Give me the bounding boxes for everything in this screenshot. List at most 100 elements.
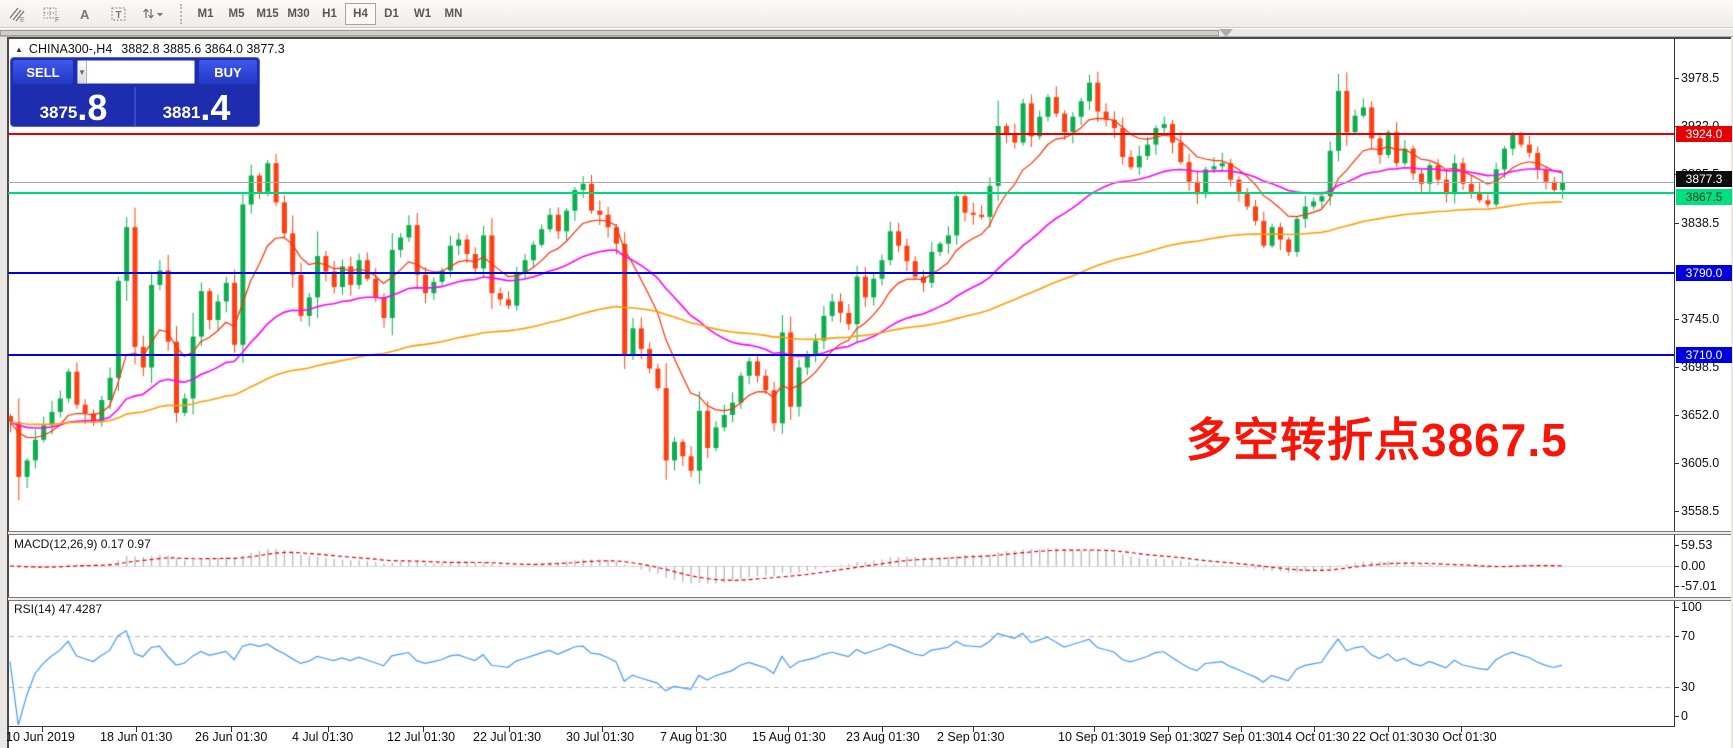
date-tick-label: 30 Jul 01:30 [566, 730, 635, 744]
date-tick-mark [231, 726, 232, 732]
sell-price-big: .8 [77, 87, 108, 129]
date-tick-label: 10 Sep 01:30 [1058, 730, 1133, 744]
date-tick-label: 30 Oct 01:30 [1425, 730, 1497, 744]
price-badge: 3710.0 [1676, 347, 1732, 364]
horizontal-level-line[interactable] [8, 181, 1674, 183]
horizontal-level-line[interactable] [8, 271, 1674, 274]
macd-name: MACD(12,26,9) [14, 537, 98, 551]
price-tick-mark [1674, 463, 1679, 465]
price-tick-mark [1674, 511, 1679, 513]
rsi-current-value: 47.4287 [58, 602, 103, 616]
price-tick-label: 3652.0 [1681, 407, 1720, 422]
date-tick-label: 19 Sep 01:30 [1132, 730, 1207, 744]
collapse-arrow-icon[interactable] [15, 42, 29, 56]
ohlc-values: 3882.8 3885.6 3864.0 3877.3 [121, 42, 285, 56]
rsi-tick-label: 100 [1681, 600, 1702, 614]
price-badge: 3867.5 [1676, 188, 1732, 205]
date-tick-mark [1168, 726, 1169, 732]
horizontal-level-line[interactable] [8, 133, 1674, 136]
chart-annotation-text: 多空转折点3867.5 [1186, 414, 1568, 466]
buy-button[interactable]: BUY [199, 60, 257, 84]
horizontal-level-line[interactable] [8, 191, 1674, 194]
price-tick-mark [1674, 367, 1679, 368]
symbol-period-label: CHINA300-,H4 [28, 42, 113, 56]
price-tick-label: 3978.5 [1681, 71, 1720, 86]
price-tick-mark [1674, 414, 1679, 416]
date-tick-label: 22 Jul 01:30 [473, 730, 542, 744]
rsi-tick-mark [1674, 716, 1679, 717]
rsi-tick-label: 30 [1681, 680, 1695, 694]
chart-title: CHINA300-,H4 3882.8 3885.6 3864.0 3877.3 [15, 42, 285, 56]
date-tick-mark [42, 726, 43, 732]
macd-tick-label: -57.01 [1681, 579, 1717, 594]
rsi-tick-label: 0 [1681, 709, 1688, 723]
trade-prices-row: 3875.8 3881.4 [13, 87, 257, 126]
price-badge: 3790.0 [1676, 264, 1732, 281]
sell-price[interactable]: 3875.8 [13, 87, 134, 126]
date-tick-mark [1094, 726, 1095, 732]
volume-decrease-icon[interactable] [78, 61, 87, 83]
date-tick-mark [1461, 726, 1462, 732]
date-tick-mark [328, 726, 329, 732]
price-tick-mark [1674, 319, 1679, 320]
date-tick-mark [882, 726, 883, 732]
price-divider [134, 87, 136, 126]
macd-label: MACD(12,26,9) 0.17 0.97 [14, 537, 151, 551]
macd-current-values: 0.17 0.97 [100, 537, 151, 551]
date-tick-mark [423, 726, 424, 732]
buy-price-big: .4 [200, 87, 231, 129]
date-tick-mark [1241, 726, 1242, 732]
date-tick-mark [696, 726, 697, 732]
date-tick-mark [1314, 726, 1315, 732]
date-tick-label: 27 Sep 01:30 [1205, 730, 1280, 744]
rsi-name: RSI(14) [14, 602, 56, 616]
price-badge: 3924.0 [1676, 126, 1732, 143]
date-tick-label: 18 Jun 01:30 [100, 730, 173, 744]
date-tick-label: 2 Sep 01:30 [937, 730, 1005, 744]
sell-button[interactable]: SELL [13, 60, 73, 84]
date-tick-mark [509, 726, 510, 732]
rsi-tick-mark [1674, 607, 1679, 608]
volume-input[interactable] [86, 61, 194, 83]
date-tick-mark [602, 726, 603, 732]
rsi-tick-mark [1674, 687, 1679, 688]
horizontal-level-line[interactable] [8, 354, 1674, 357]
date-tick-mark [788, 726, 789, 732]
date-tick-mark [1388, 726, 1389, 732]
volume-spinner [77, 60, 195, 84]
price-tick-label: 3605.0 [1681, 456, 1720, 471]
sell-price-small: 3875 [39, 103, 78, 122]
price-tick-mark [1674, 222, 1679, 224]
date-tick-label: 7 Aug 01:30 [660, 730, 727, 744]
date-tick-label: 14 Oct 01:30 [1278, 730, 1350, 744]
date-tick-label: 12 Jul 01:30 [387, 730, 456, 744]
price-tick-label: 3745.0 [1681, 312, 1720, 326]
macd-tick-mark [1674, 586, 1679, 588]
buy-price[interactable]: 3881.4 [136, 87, 257, 126]
trade-controls-row: SELL BUY [13, 60, 257, 85]
macd-tick-mark [1674, 566, 1679, 567]
rsi-tick-mark [1674, 636, 1679, 637]
macd-tick-label: 59.53 [1681, 538, 1713, 553]
macd-tick-mark [1674, 545, 1679, 547]
buy-price-small: 3881 [162, 103, 201, 122]
date-tick-label: 26 Jun 01:30 [195, 730, 268, 744]
macd-tick-label: 0.00 [1681, 559, 1706, 573]
price-tick-label: 3558.5 [1681, 504, 1720, 519]
date-tick-label: 22 Oct 01:30 [1352, 730, 1424, 744]
one-click-trading-panel: SELL BUY 3875.8 3881.4 [10, 57, 260, 127]
price-tick-mark [1674, 78, 1679, 80]
date-tick-label: 10 Jun 2019 [6, 730, 75, 744]
rsi-label: RSI(14) 47.4287 [14, 602, 102, 616]
date-tick-mark [973, 726, 974, 732]
price-tick-label: 3698.5 [1681, 360, 1720, 374]
date-tick-label: 15 Aug 01:30 [752, 730, 826, 744]
price-badge: 3877.3 [1676, 171, 1732, 188]
date-tick-mark [136, 726, 137, 732]
rsi-tick-label: 70 [1681, 629, 1695, 643]
price-tick-label: 3838.5 [1681, 215, 1720, 230]
date-tick-label: 4 Jul 01:30 [292, 730, 354, 744]
date-tick-label: 23 Aug 01:30 [846, 730, 920, 744]
